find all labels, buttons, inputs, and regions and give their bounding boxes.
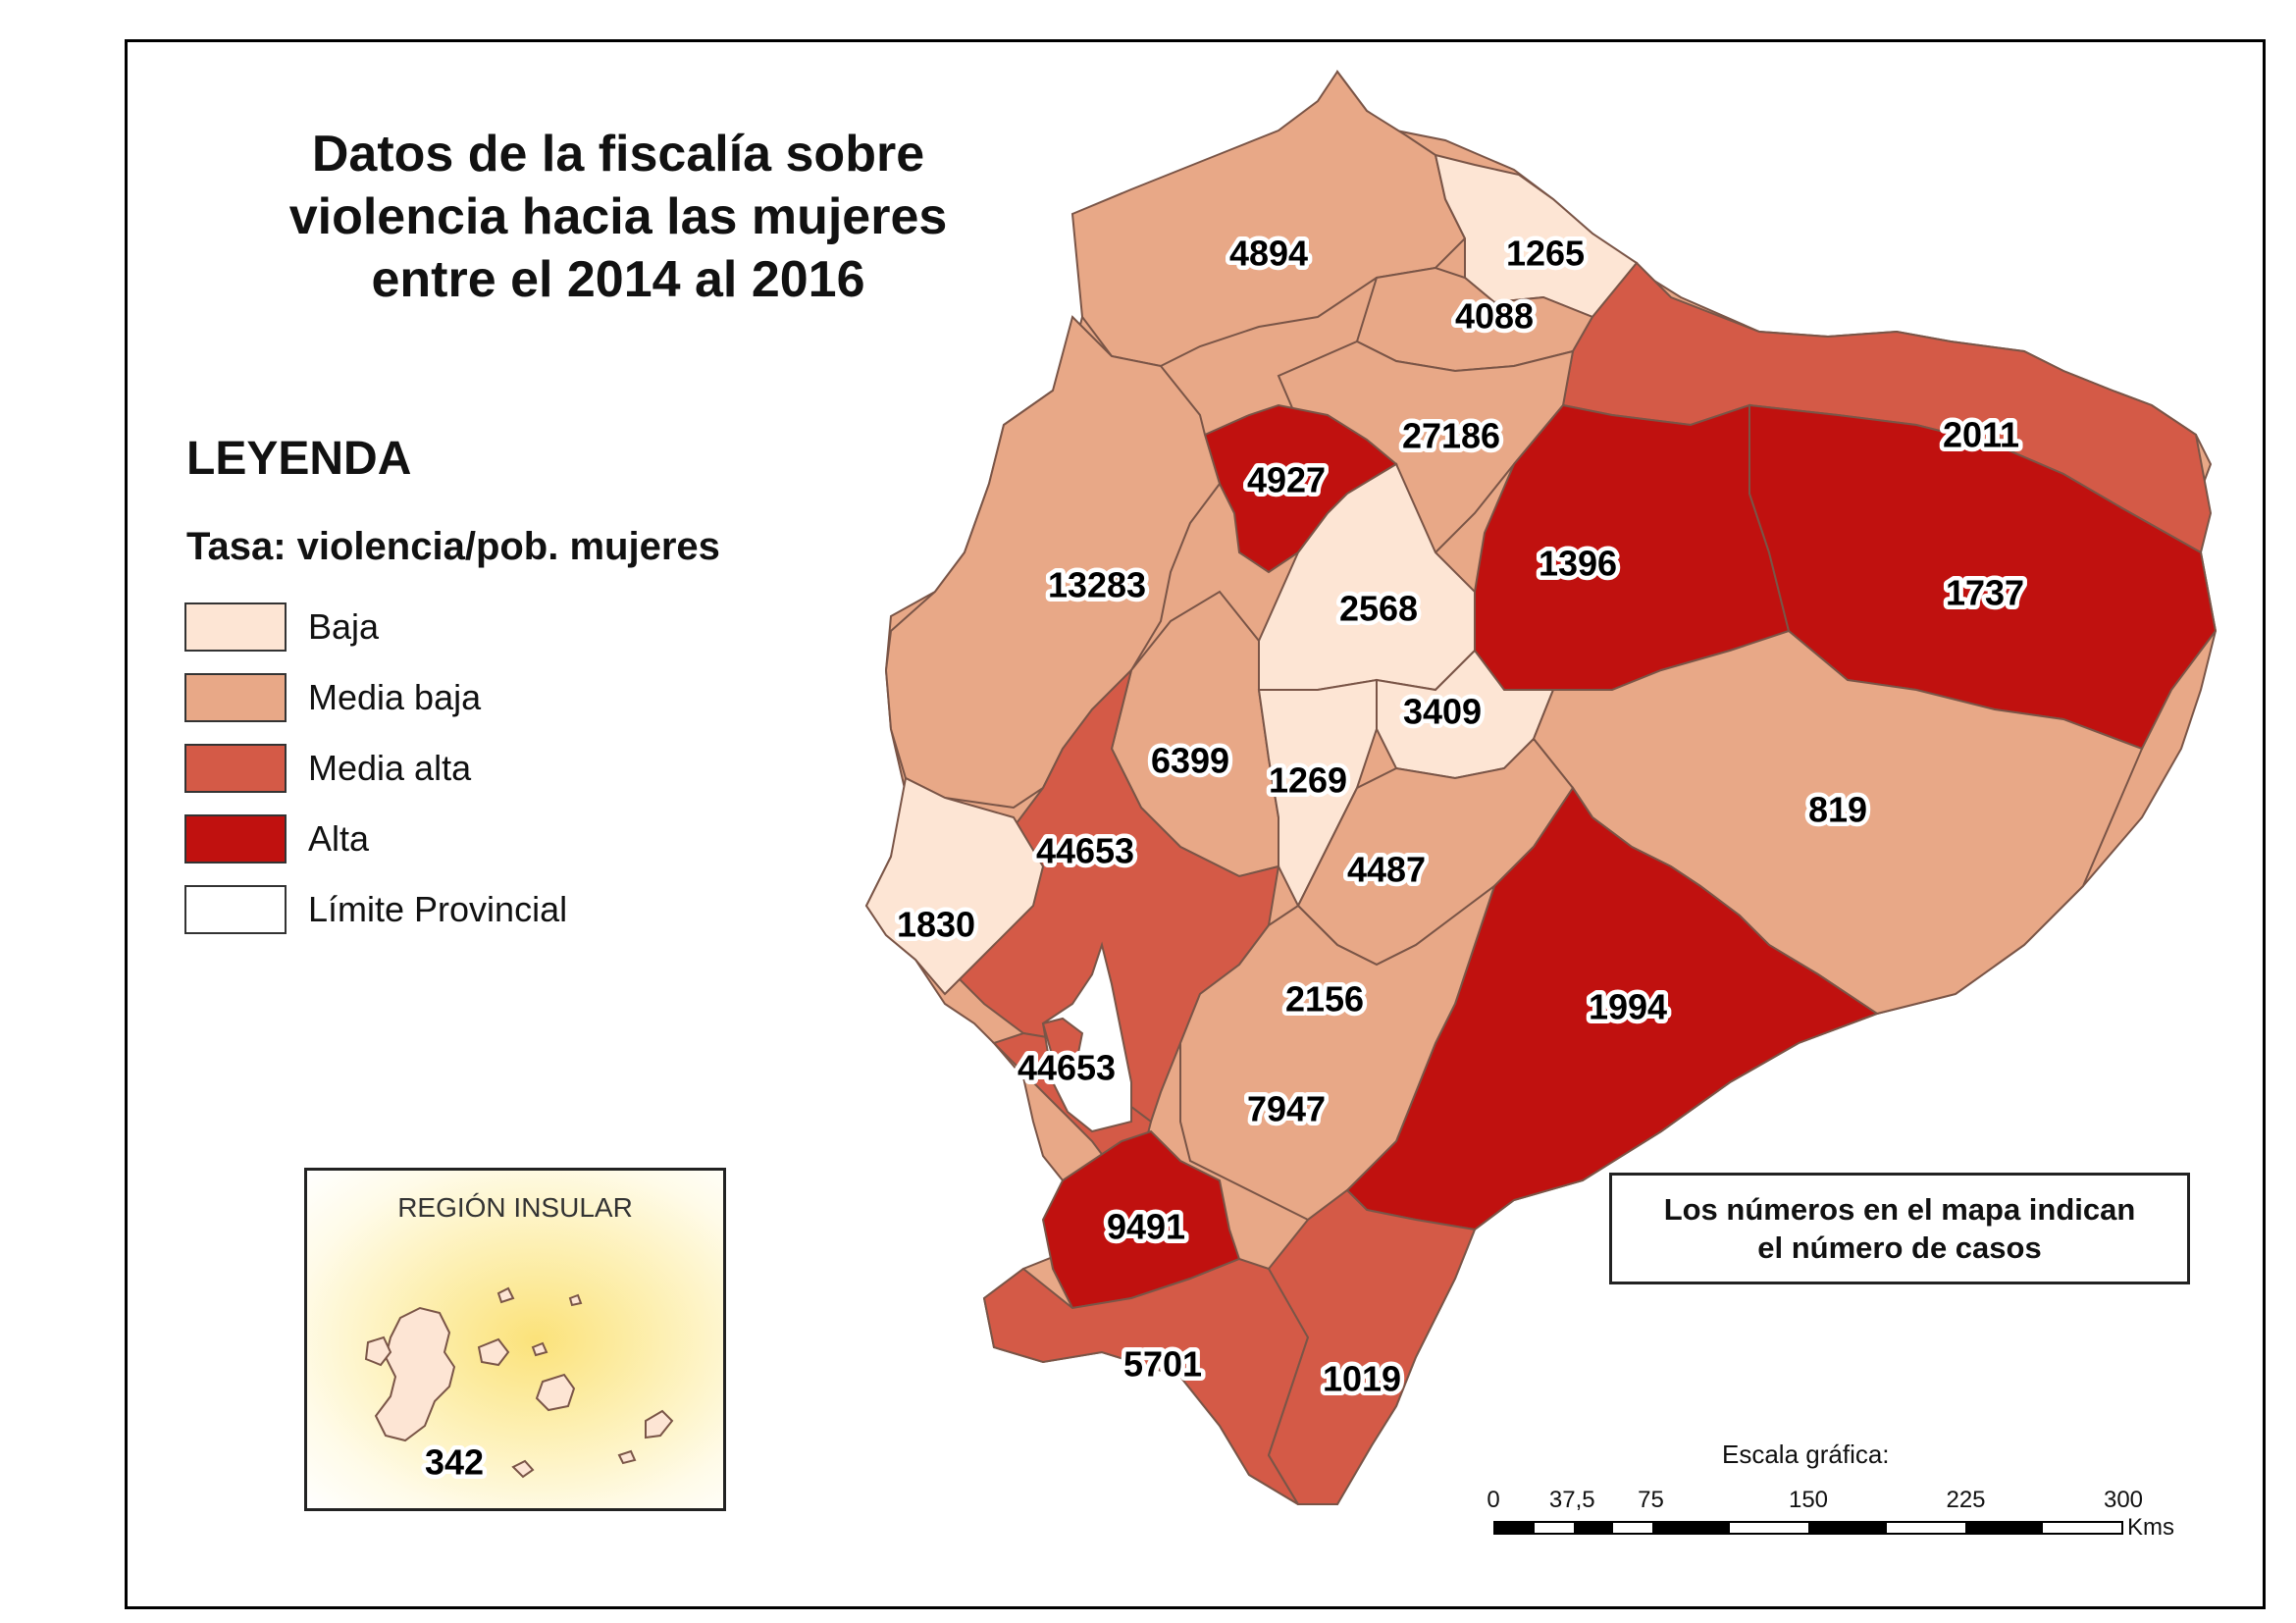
province-value-label: 5701 (1123, 1344, 1202, 1385)
legend-swatch-alta (184, 814, 287, 864)
scale-tick-label: 0 (1487, 1487, 1500, 1513)
province-value-label: 27186 (1402, 416, 1500, 456)
province-value-label: 2568 (1339, 589, 1418, 629)
legend-label-alta: Alta (308, 818, 370, 859)
legend-label-media-alta: Media alta (308, 748, 472, 788)
province-value-label: 1269 (1269, 760, 1347, 801)
scale-segment (1573, 1523, 1613, 1533)
island-isabela (374, 1306, 456, 1442)
scale-tick-label: 150 (1788, 1487, 1829, 1513)
island-fernandina (364, 1335, 392, 1367)
value-labels: 4894 1265 4088 2011 27186 4927 1396 1737 13283 25… (892, 229, 2028, 1403)
legend-swatch-baja (184, 602, 287, 652)
province-value-label: 4927 (1247, 460, 1326, 500)
scale-segment (1730, 1523, 1808, 1533)
legend-label-baja: Baja (308, 606, 380, 647)
province-value-label: 819 (1808, 790, 1867, 830)
province-value-label: 3409 (1403, 692, 1482, 732)
legend-label-limite: Límite Provincial (308, 889, 568, 929)
province-value-label: 4088 (1455, 296, 1534, 337)
scale-segment (1651, 1523, 1731, 1533)
province-value-label: 9491 (1107, 1207, 1185, 1247)
province-value-label: 1994 (1589, 987, 1667, 1027)
legend-swatch-limite (184, 885, 287, 934)
island-santa-cruz (535, 1373, 576, 1412)
region-santa-elena (864, 776, 1045, 996)
legend-item-alta: Alta (184, 804, 567, 874)
island-marchena (496, 1286, 515, 1304)
scale-segment (2043, 1523, 2121, 1533)
legend-swatch-media-alta (184, 744, 287, 793)
scale-title: Escala gráfica: (1722, 1440, 1890, 1469)
note-line-2: el número de casos (1757, 1230, 2042, 1265)
legend-subtitle: Tasa: violencia/pob. mujeres (186, 525, 720, 568)
scale-unit: Kms (2127, 1514, 2174, 1541)
scale-segment (1808, 1523, 1887, 1533)
province-value-label: 13283 (1048, 565, 1146, 605)
inset-value-label: 342 (425, 1442, 484, 1483)
scale-tick-label: 37,5 (1548, 1487, 1595, 1513)
scale-tick-label: 300 (2103, 1487, 2144, 1513)
province-value-label: 44653 (1036, 831, 1134, 871)
legend-swatch-media-baja (184, 673, 287, 722)
scale-segment (1886, 1523, 1965, 1533)
note-line-1: Los números en el mapa indican (1663, 1192, 2136, 1227)
legend-item-baja: Baja (184, 592, 567, 662)
island-san-cristobal (645, 1409, 674, 1440)
province-value-label: 7947 (1247, 1089, 1326, 1129)
province-map: 4894 1265 4088 2011 27186 4927 1396 1737 13283 25… (864, 70, 2218, 1505)
island-santiago (477, 1337, 510, 1367)
scale-tick-label: 75 (1638, 1487, 1664, 1513)
island-espanola (617, 1449, 637, 1465)
legend-item-limite: Límite Provincial (184, 874, 567, 945)
province-value-label: 1265 (1506, 234, 1585, 274)
map-title: Datos de la fiscalía sobre violencia hac… (216, 123, 1020, 311)
province-value-label: 44653 (1018, 1048, 1116, 1088)
island-floreana (511, 1459, 535, 1479)
province-value-label: 1737 (1946, 573, 2024, 613)
scale-tick-label: 225 (1946, 1487, 1986, 1513)
region-zamora (1267, 1188, 1477, 1505)
province-value-label: 4487 (1347, 850, 1426, 890)
scale-segment (1495, 1523, 1535, 1533)
legend-item-media-baja: Media baja (184, 662, 567, 733)
scale-segment (1964, 1523, 2044, 1533)
legend-heading: LEYENDA (186, 433, 412, 485)
region-el-oro (1041, 1129, 1241, 1310)
province-value-label: 1830 (897, 905, 975, 945)
legend-label-media-baja: Media baja (308, 677, 482, 717)
scale-segment (1534, 1523, 1574, 1533)
gulf-water (1041, 941, 1132, 1133)
province-value-label: 2011 (1943, 415, 2019, 455)
region-orellana (1748, 403, 2218, 751)
scale-segment (1612, 1523, 1652, 1533)
region-canar-azuay (1179, 883, 1496, 1222)
province-value-label: 2156 (1285, 979, 1364, 1020)
island-baltra (531, 1341, 548, 1357)
scale-bar (1493, 1521, 2123, 1535)
inset-region-insular: REGIÓN INSULAR 342 (304, 1168, 726, 1511)
legend-list: Baja Media baja Media alta Alta Límite P… (184, 592, 567, 945)
puna-island (1041, 1017, 1084, 1059)
inset-map: 342 (364, 1286, 674, 1487)
province-value-label: 6399 (1151, 741, 1229, 781)
province-value-label: 1396 (1539, 544, 1617, 584)
title-line-3: entre el 2014 al 2016 (371, 251, 865, 308)
title-line-1: Datos de la fiscalía sobre (311, 126, 925, 183)
island-genovesa (568, 1293, 583, 1307)
province-value-label: 4894 (1229, 234, 1308, 274)
title-line-2: violencia hacia las mujeres (288, 188, 948, 245)
map-frame: 4894 1265 4088 2011 27186 4927 1396 1737 13283 25… (125, 39, 2266, 1609)
legend-item-media-alta: Media alta (184, 733, 567, 804)
map-note: Los números en el mapa indican el número… (1609, 1173, 2190, 1284)
province-value-label: 1019 (1323, 1359, 1401, 1399)
inset-title: REGIÓN INSULAR (397, 1192, 633, 1223)
